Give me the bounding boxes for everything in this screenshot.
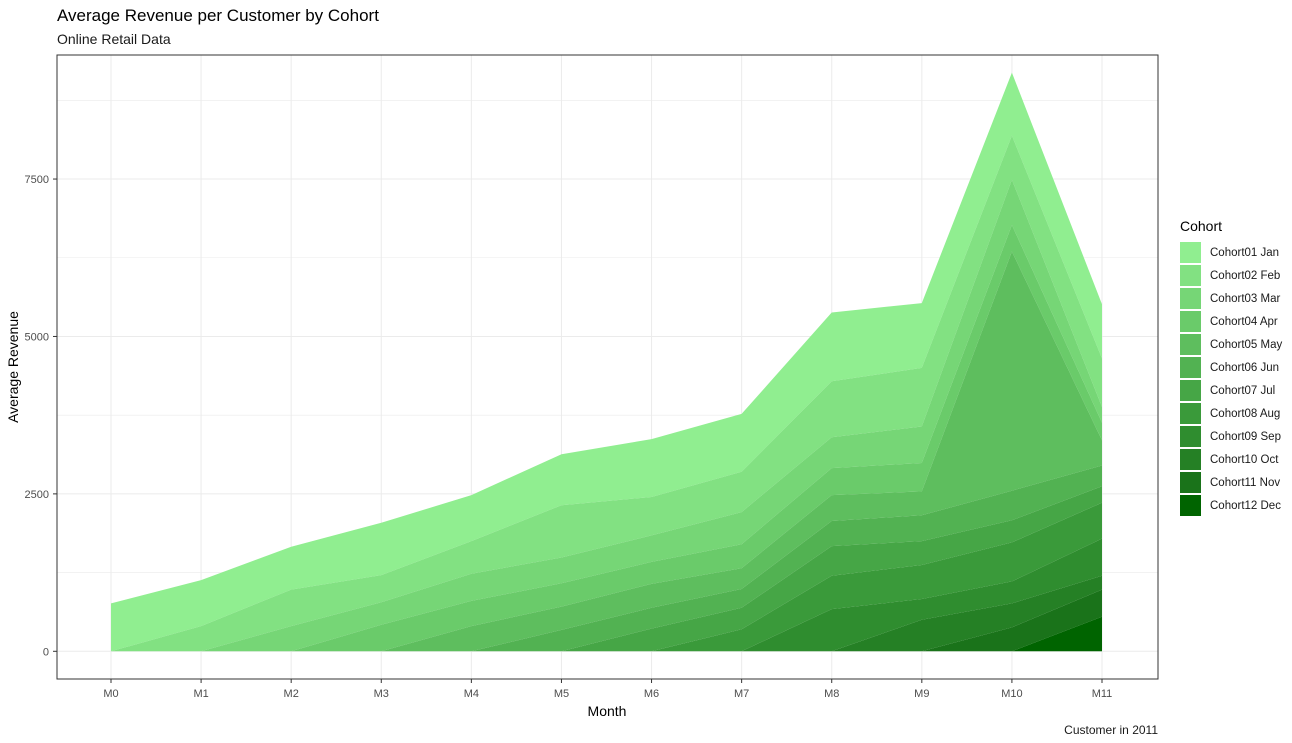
legend-key [1180, 426, 1201, 447]
legend-key [1180, 357, 1201, 378]
legend-label: Cohort03 Mar [1210, 292, 1281, 305]
area-layers [111, 72, 1102, 652]
legend-item: Cohort04 Apr [1180, 310, 1282, 333]
legend-key [1180, 472, 1201, 493]
legend-key [1180, 380, 1201, 401]
y-tick-label: 5000 [25, 331, 49, 343]
legend-item: Cohort02 Feb [1180, 264, 1282, 287]
legend-item: Cohort03 Mar [1180, 287, 1282, 310]
chart-title: Average Revenue per Customer by Cohort [57, 6, 379, 25]
x-tick-label: M11 [1092, 688, 1113, 700]
legend-key [1180, 449, 1201, 470]
x-tick-label: M3 [374, 688, 389, 700]
legend-label: Cohort07 Jul [1210, 384, 1276, 397]
x-tick-label: M4 [464, 688, 479, 700]
legend-item: Cohort06 Jun [1180, 356, 1282, 379]
legend-key [1180, 495, 1201, 516]
legend-label: Cohort12 Dec [1210, 499, 1281, 512]
x-tick-label: M9 [914, 688, 929, 700]
legend-key [1180, 265, 1201, 286]
legend-item: Cohort10 Oct [1180, 448, 1282, 471]
chart-caption: Customer in 2011 [1064, 723, 1158, 737]
y-axis-title: Average Revenue [5, 311, 21, 423]
area-cohort01-jan [111, 72, 1102, 652]
legend-item: Cohort07 Jul [1180, 379, 1282, 402]
legend-item: Cohort05 May [1180, 333, 1282, 356]
legend-item: Cohort12 Dec [1180, 494, 1282, 517]
legend-label: Cohort05 May [1210, 338, 1283, 351]
legend-label: Cohort10 Oct [1210, 453, 1279, 466]
legend-item: Cohort08 Aug [1180, 402, 1282, 425]
legend-label: Cohort08 Aug [1210, 407, 1281, 420]
area-cohort05-may [111, 251, 1102, 652]
x-tick-label: M8 [824, 688, 839, 700]
legend-item: Cohort09 Sep [1180, 425, 1282, 448]
area-cohort04-apr [111, 225, 1102, 652]
area-cohort09-sep [111, 538, 1102, 652]
legend-key [1180, 288, 1201, 309]
legend-item: Cohort11 Nov [1180, 471, 1282, 494]
legend: Cohort01 Jan Cohort02 Feb Cohort03 Mar Coho… [1180, 241, 1282, 517]
area-cohort03-mar [111, 179, 1102, 652]
legend-label: Cohort01 Jan [1210, 246, 1280, 259]
x-tick-label: M5 [554, 688, 569, 700]
x-tick-label: M1 [193, 688, 208, 700]
area-chart: M0 M1 M2 M3 M4 M5 M6 M7 M8 M9 M10 M11 0 2500 5000 7500… [5, 54, 1159, 719]
legend-label: Cohort04 Apr [1210, 315, 1278, 328]
y-tick-label: 0 [43, 646, 49, 658]
legend-key [1180, 311, 1201, 332]
x-tick-label: M2 [284, 688, 299, 700]
area-cohort11-nov [111, 589, 1102, 652]
legend-label: Cohort06 Jun [1210, 361, 1280, 374]
legend-label: Cohort11 Nov [1210, 476, 1281, 489]
chart-subtitle: Online Retail Data [57, 31, 171, 47]
legend-key [1180, 403, 1201, 424]
x-tick-label: M0 [103, 688, 118, 700]
x-axis-ticks: M0 M1 M2 M3 M4 M5 M6 M7 M8 M9 M10 M11 [103, 679, 1112, 700]
y-axis-ticks: 0 2500 5000 7500 [25, 174, 57, 658]
area-cohort08-aug [111, 502, 1102, 652]
x-tick-label: M10 [1001, 688, 1022, 700]
legend-item: Cohort01 Jan [1180, 241, 1282, 264]
y-tick-label: 7500 [25, 174, 49, 186]
x-tick-label: M6 [644, 688, 659, 700]
legend-key [1180, 334, 1201, 355]
legend-label: Cohort02 Feb [1210, 269, 1281, 282]
x-axis-title: Month [588, 703, 627, 719]
y-tick-label: 2500 [25, 489, 49, 501]
legend-label: Cohort09 Sep [1210, 430, 1281, 443]
legend-title: Cohort [1180, 218, 1223, 234]
area-cohort02-feb [111, 135, 1102, 652]
x-tick-label: M7 [734, 688, 749, 700]
plot-panel-border [56, 54, 1159, 680]
legend-key [1180, 242, 1201, 263]
